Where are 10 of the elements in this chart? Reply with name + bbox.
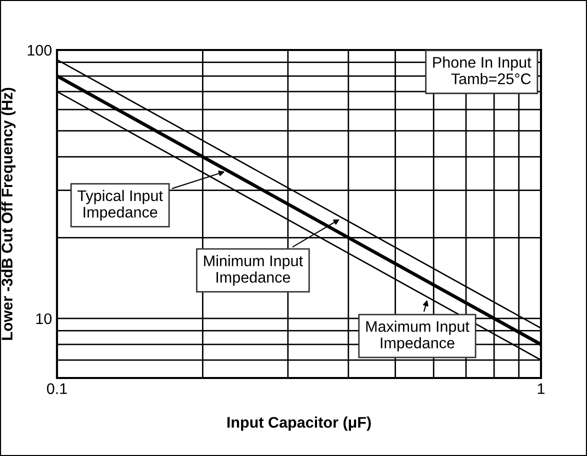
annotation: Maximum Input Impedance — [366, 320, 470, 352]
x-tick-label: 1 — [538, 383, 545, 394]
y-axis-title: Lower -3dB Cut Off Frequency (Hz) — [1, 88, 16, 340]
x-tick-label: 0.1 — [46, 383, 67, 394]
y-tick-label: 10 — [36, 313, 52, 324]
annotation: Typical Input Impedance — [78, 190, 163, 221]
annotation: Phone In Input Tamb=25°C — [433, 56, 532, 84]
y-tick-label: 100 — [28, 44, 52, 56]
annotation: Minimum Input Impedance — [204, 255, 303, 286]
x-axis-title: Input Capacitor (μF) — [227, 416, 371, 431]
